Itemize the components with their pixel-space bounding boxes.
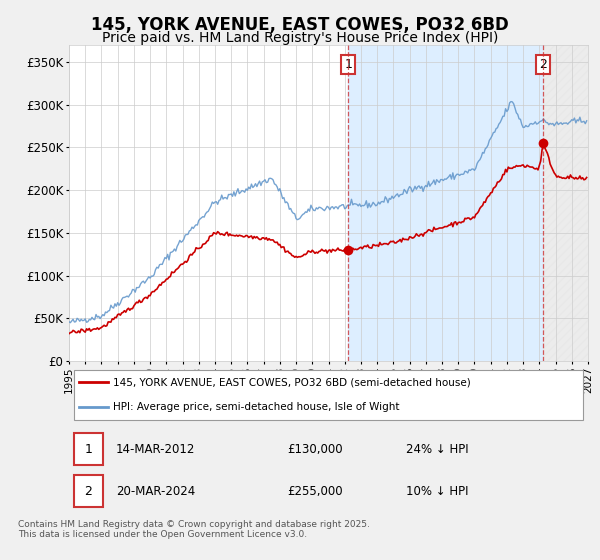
Text: Contains HM Land Registry data © Crown copyright and database right 2025.
This d: Contains HM Land Registry data © Crown c…	[18, 520, 370, 539]
Bar	[348, 45, 543, 361]
FancyBboxPatch shape	[74, 370, 583, 420]
Text: 2: 2	[539, 58, 547, 71]
Text: Price paid vs. HM Land Registry's House Price Index (HPI): Price paid vs. HM Land Registry's House …	[102, 30, 498, 45]
Text: £255,000: £255,000	[287, 485, 343, 498]
Text: 2: 2	[85, 485, 92, 498]
Text: 20-MAR-2024: 20-MAR-2024	[116, 485, 195, 498]
FancyBboxPatch shape	[74, 433, 103, 465]
Text: 1: 1	[85, 443, 92, 456]
Text: £130,000: £130,000	[287, 443, 343, 456]
Text: 10% ↓ HPI: 10% ↓ HPI	[406, 485, 469, 498]
FancyBboxPatch shape	[74, 475, 103, 507]
Text: 24% ↓ HPI: 24% ↓ HPI	[406, 443, 469, 456]
Text: 14-MAR-2012: 14-MAR-2012	[116, 443, 195, 456]
Text: 145, YORK AVENUE, EAST COWES, PO32 6BD: 145, YORK AVENUE, EAST COWES, PO32 6BD	[91, 16, 509, 34]
Text: 145, YORK AVENUE, EAST COWES, PO32 6BD (semi-detached house): 145, YORK AVENUE, EAST COWES, PO32 6BD (…	[113, 377, 471, 388]
Text: HPI: Average price, semi-detached house, Isle of Wight: HPI: Average price, semi-detached house,…	[113, 402, 400, 412]
Bar	[543, 45, 588, 361]
Text: 1: 1	[344, 58, 352, 71]
